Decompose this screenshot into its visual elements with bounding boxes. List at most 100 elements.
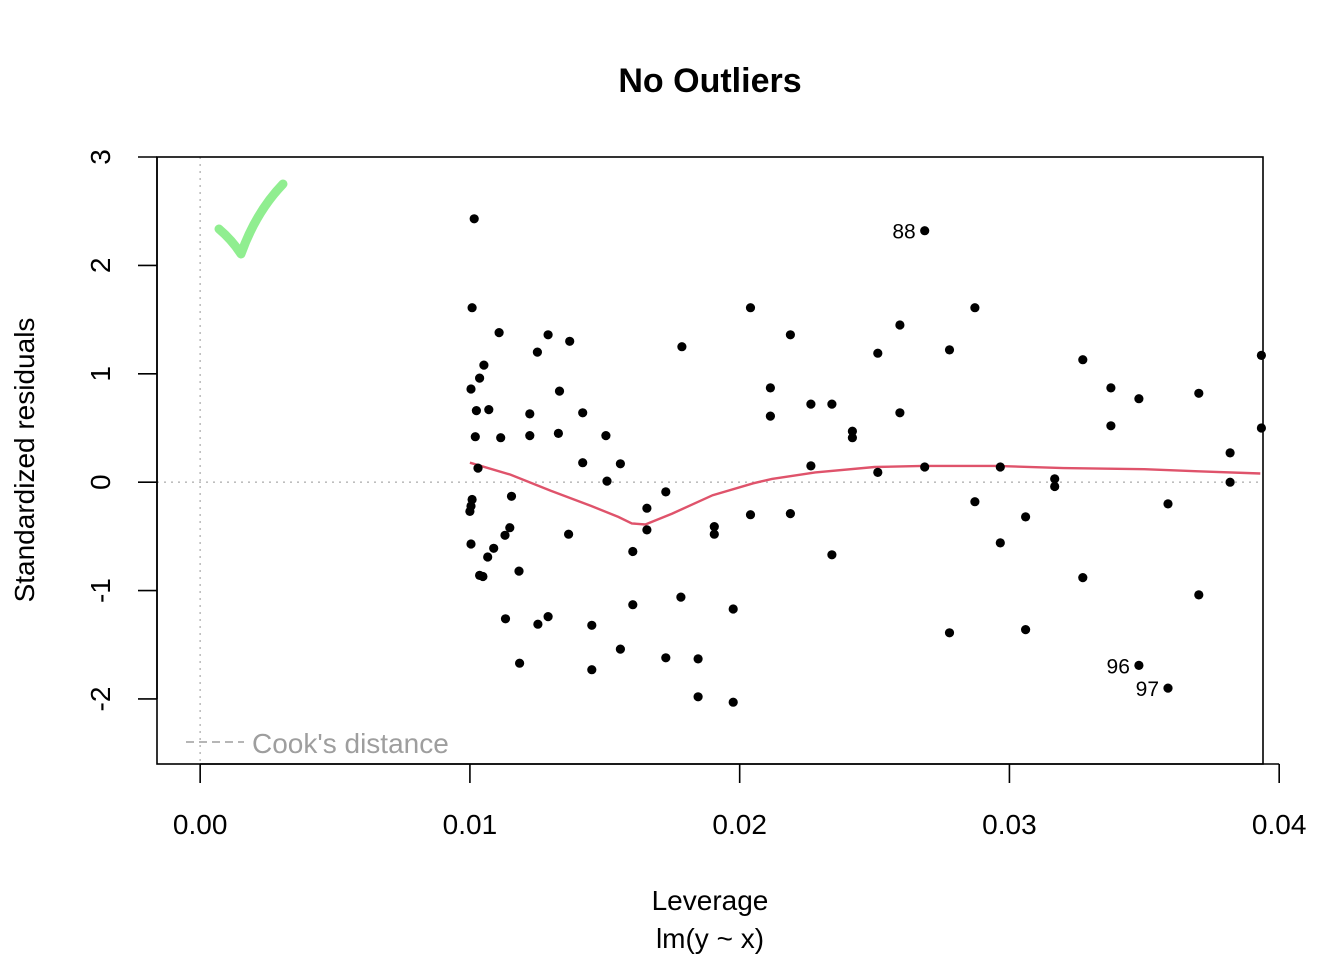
checkmark-icon — [214, 179, 288, 259]
data-point — [478, 571, 488, 582]
x-axis: 0.00 0.01 0.02 0.03 0.04 — [173, 763, 1307, 840]
data-point — [553, 428, 564, 438]
x-tick-label: 0.04 — [1252, 809, 1307, 840]
data-point — [873, 348, 883, 358]
y-tick-label: 0 — [85, 474, 116, 490]
data-point — [920, 226, 930, 236]
data-point — [496, 433, 506, 443]
reference-lines — [157, 157, 1263, 764]
data-point — [944, 345, 955, 355]
data-point — [827, 399, 837, 409]
smoother-line — [469, 461, 1261, 526]
data-point — [489, 543, 499, 553]
data-point — [970, 303, 980, 313]
data-point — [920, 462, 930, 472]
data-point — [728, 604, 738, 614]
legend-label: Cook's distance — [252, 728, 449, 759]
data-point — [1106, 383, 1116, 393]
data-point — [895, 320, 905, 330]
point-labels-layer: 88 96 97 — [892, 221, 1159, 701]
data-point — [1256, 423, 1266, 433]
x-tick-label: 0.03 — [982, 809, 1037, 840]
data-point — [806, 399, 816, 409]
data-point — [1163, 499, 1173, 509]
data-point — [479, 360, 489, 370]
data-point — [602, 476, 612, 486]
data-point — [533, 619, 543, 629]
data-point — [693, 654, 703, 664]
data-point — [1256, 350, 1266, 360]
y-tick-label: -2 — [85, 687, 116, 712]
y-tick-label: 1 — [85, 366, 116, 382]
data-point — [543, 612, 553, 622]
data-point — [601, 431, 611, 441]
legend: Cook's distance — [186, 728, 449, 759]
data-point — [995, 462, 1005, 472]
data-point — [785, 330, 796, 340]
data-point — [709, 529, 719, 539]
data-point — [532, 347, 543, 357]
data-point — [1225, 448, 1235, 458]
data-point — [1078, 355, 1088, 365]
data-point — [514, 566, 524, 576]
data-point — [525, 409, 535, 419]
data-point — [466, 384, 476, 394]
data-point — [661, 653, 671, 663]
data-point — [765, 411, 776, 421]
data-point — [765, 383, 776, 393]
data-point — [564, 529, 574, 539]
data-point — [473, 463, 483, 473]
data-point — [1194, 590, 1204, 600]
x-tick-label: 0.02 — [712, 809, 767, 840]
data-point — [500, 530, 510, 540]
data-point — [676, 592, 686, 602]
smoother-layer — [469, 461, 1261, 526]
data-point — [895, 408, 905, 418]
data-point — [1194, 388, 1204, 398]
data-point — [970, 497, 980, 507]
y-axis-label: Standardized residuals — [9, 318, 40, 603]
data-point — [471, 406, 481, 416]
data-point — [543, 330, 553, 340]
point-label-96: 96 — [1107, 655, 1130, 678]
data-point — [475, 373, 485, 383]
data-point — [505, 523, 515, 533]
data-point — [565, 336, 575, 346]
data-point — [745, 510, 756, 520]
point-label-88: 88 — [892, 221, 915, 244]
data-point — [944, 628, 955, 638]
data-point — [494, 328, 504, 338]
data-point — [677, 342, 687, 352]
data-point — [847, 433, 858, 443]
data-point — [1078, 573, 1088, 583]
x-axis-label: Leverage — [652, 885, 769, 916]
data-point — [465, 506, 475, 516]
data-point — [466, 539, 476, 549]
x-axis-sublabel: lm(y ~ x) — [656, 923, 764, 954]
data-point — [1021, 512, 1031, 522]
data-point — [500, 614, 511, 624]
data-point — [642, 525, 652, 535]
data-point — [578, 408, 588, 418]
data-point — [554, 386, 565, 396]
y-axis: -2 -1 0 1 2 3 — [85, 149, 158, 712]
y-tick-label: -1 — [85, 578, 116, 603]
data-point — [1163, 683, 1173, 693]
data-point — [483, 552, 493, 562]
point-label-97: 97 — [1136, 678, 1159, 701]
data-point — [728, 697, 738, 707]
y-tick-label: 2 — [85, 258, 116, 274]
points-layer — [465, 214, 1266, 707]
data-point — [1134, 394, 1144, 404]
data-point — [467, 303, 477, 313]
data-point — [628, 546, 638, 557]
data-point — [642, 503, 652, 513]
data-point — [995, 538, 1005, 548]
data-point — [615, 644, 626, 654]
data-point — [628, 600, 638, 610]
x-tick-label: 0.00 — [173, 809, 228, 840]
data-point — [873, 467, 883, 477]
data-point — [661, 487, 671, 497]
data-point — [506, 491, 517, 501]
data-point — [1106, 421, 1116, 431]
